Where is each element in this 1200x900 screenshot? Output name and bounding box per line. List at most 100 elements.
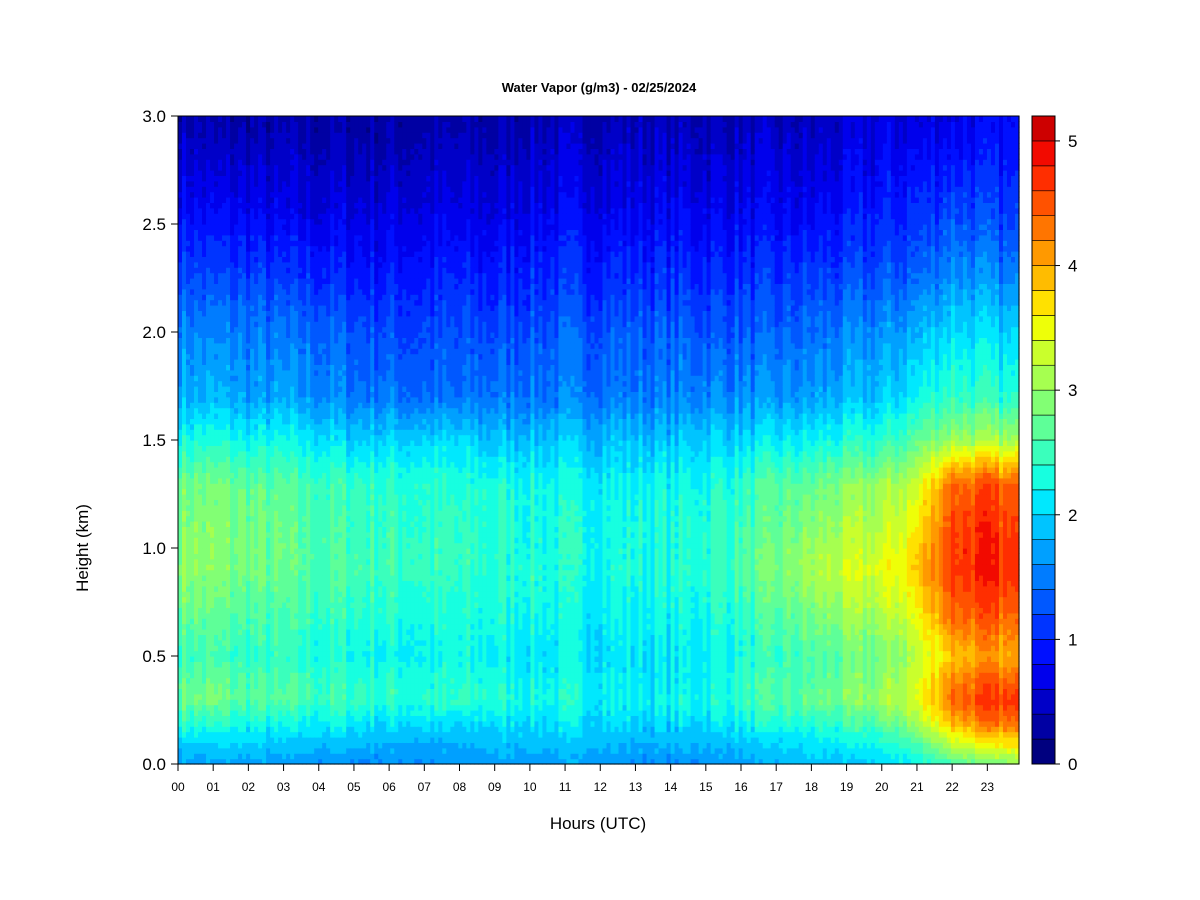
heatmap-cell [314, 229, 319, 236]
heatmap-cell [234, 656, 239, 662]
heatmap-cell [314, 440, 319, 446]
heatmap-cell [206, 445, 211, 452]
heatmap-cell [290, 369, 295, 376]
heatmap-cell [298, 510, 303, 517]
heatmap-cell [182, 429, 187, 436]
heatmap-cell [202, 526, 207, 533]
heatmap-cell [302, 737, 307, 743]
heatmap-cell [222, 396, 227, 403]
heatmap-cell [218, 661, 223, 668]
heatmap-cell [322, 132, 327, 139]
heatmap-cell [258, 413, 263, 419]
heatmap-cell [226, 153, 231, 160]
heatmap-cell [298, 305, 303, 311]
heatmap-cell [182, 143, 187, 149]
heatmap-cell [306, 396, 311, 403]
heatmap-cell [318, 234, 323, 241]
heatmap-cell [218, 337, 223, 344]
heatmap-cell [266, 715, 271, 722]
heatmap-cell [270, 666, 275, 673]
heatmap-cell [274, 326, 279, 333]
heatmap-cell [186, 693, 191, 700]
heatmap-cell [210, 661, 215, 668]
heatmap-cell [234, 650, 239, 657]
heatmap-cell [322, 639, 327, 646]
heatmap-cell [190, 326, 195, 333]
heatmap-cell [238, 191, 243, 198]
heatmap-cell [178, 202, 183, 209]
heatmap-cell [250, 558, 255, 565]
heatmap-cell [190, 413, 195, 419]
heatmap-cell [206, 483, 211, 490]
heatmap-cell [282, 542, 287, 549]
heatmap-cell [310, 305, 315, 311]
heatmap-cell [326, 440, 331, 446]
heatmap-cell [234, 288, 239, 295]
heatmap-cell [330, 704, 335, 711]
heatmap-cell [326, 461, 331, 468]
heatmap-cell [278, 143, 283, 149]
heatmap-cell [246, 197, 251, 203]
heatmap-cell [270, 213, 275, 220]
heatmap-cell [338, 191, 343, 198]
heatmap-cell [218, 542, 223, 549]
heatmap-cell [298, 758, 303, 765]
heatmap-cell [282, 191, 287, 198]
heatmap-cell [242, 634, 247, 641]
heatmap-cell [178, 758, 183, 765]
heatmap-cell [182, 440, 187, 446]
heatmap-cell [258, 191, 263, 198]
heatmap-cell [254, 197, 259, 203]
heatmap-cell [250, 353, 255, 360]
heatmap-cell [222, 240, 227, 247]
heatmap-cell [282, 704, 287, 711]
heatmap-cell [178, 164, 183, 171]
heatmap-cell [282, 569, 287, 576]
heatmap-cell [274, 537, 279, 544]
heatmap-cell [274, 283, 279, 290]
heatmap-cell [254, 467, 259, 473]
heatmap-cell [178, 159, 183, 166]
heatmap-cell [250, 321, 255, 328]
heatmap-cell [318, 423, 323, 430]
heatmap-cell [294, 337, 299, 344]
heatmap-cell [230, 207, 235, 214]
heatmap-cell [310, 467, 315, 473]
heatmap-cell [282, 261, 287, 268]
heatmap-cell [238, 272, 243, 279]
heatmap-cell [226, 467, 231, 473]
heatmap-cell [214, 251, 219, 257]
heatmap-cell [314, 164, 319, 171]
heatmap-cell [282, 207, 287, 214]
heatmap-cell [190, 337, 195, 344]
heatmap-cell [194, 315, 199, 322]
heatmap-cell [306, 639, 311, 646]
heatmap-cell [206, 661, 211, 668]
heatmap-cell [190, 261, 195, 268]
heatmap-cell [294, 256, 299, 263]
heatmap-cell [322, 337, 327, 344]
heatmap-cell [182, 666, 187, 673]
heatmap-cell [266, 170, 271, 176]
heatmap-cell [306, 180, 311, 187]
heatmap-cell [302, 542, 307, 549]
heatmap-cell [338, 256, 343, 263]
heatmap-cell [282, 180, 287, 187]
heatmap-cell [298, 531, 303, 538]
heatmap-cell [254, 326, 259, 333]
heatmap-cell [338, 386, 343, 392]
heatmap-cell [342, 488, 347, 495]
heatmap-cell [330, 753, 335, 760]
heatmap-cell [318, 720, 323, 727]
heatmap-cell [286, 348, 291, 355]
heatmap-cell [306, 672, 311, 679]
heatmap-cell [318, 186, 323, 193]
heatmap-cell [326, 645, 331, 652]
heatmap-cell [194, 245, 199, 252]
heatmap-cell [310, 456, 315, 463]
heatmap-cell [330, 288, 335, 295]
heatmap-cell [318, 440, 323, 446]
heatmap-cell [298, 126, 303, 133]
heatmap-cell [198, 726, 203, 733]
heatmap-cell [270, 137, 275, 144]
